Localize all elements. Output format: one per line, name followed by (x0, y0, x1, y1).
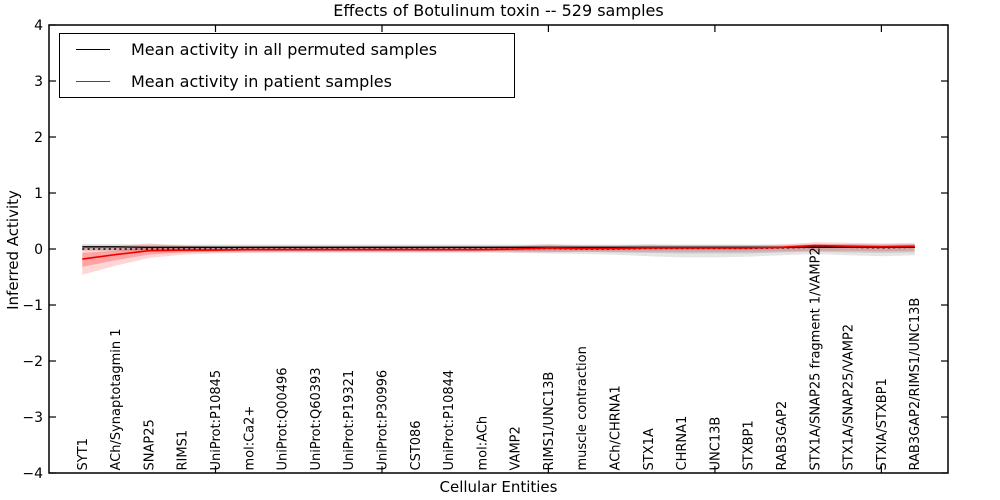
y-tick-label: 3 (34, 74, 43, 90)
y-tick-label: −3 (22, 410, 43, 426)
legend-label-patient: Mean activity in patient samples (131, 71, 392, 91)
x-tick-label: RIMS1/UNC13B (542, 372, 557, 471)
chart-title: Effects of Botulinum toxin -- 529 sample… (333, 1, 664, 20)
legend-item-patient: Mean activity in patient samples (60, 72, 514, 91)
x-tick-label: VAMP2 (509, 426, 524, 470)
legend-item-permuted: Mean activity in all permuted samples (60, 40, 514, 59)
x-tick-label: SNAP25 (142, 419, 157, 470)
x-tick-label: UniProt:Q00496 (276, 367, 291, 470)
x-tick-label: SYT1 (76, 438, 91, 470)
x-tick-label: UniProt:P10845 (209, 370, 224, 471)
y-tick-label: −2 (22, 354, 43, 370)
y-tick-label: −1 (22, 298, 43, 314)
patient-range-outer-band (82, 242, 915, 275)
y-tick-label: 4 (34, 18, 43, 34)
y-axis-label: Inferred Activity (4, 190, 22, 310)
y-tick-label: 2 (34, 130, 43, 146)
x-tick-label: UNC13B (708, 417, 723, 471)
x-tick-label: muscle contraction (575, 346, 590, 470)
y-tick-label: 1 (34, 186, 43, 202)
x-tick-label: UniProt:Q60393 (309, 367, 324, 470)
x-tick-label: UniProt:P10844 (442, 370, 457, 471)
x-tick-label: UniProt:P19321 (342, 370, 357, 471)
x-tick-label: STXBP1 (742, 420, 757, 470)
x-tick-label: STX1A (642, 428, 657, 470)
x-tick-label: UniProt:P30996 (376, 370, 391, 471)
x-tick-label: ACh/Synaptotagmin 1 (109, 328, 124, 470)
x-tick-label: CST086 (409, 420, 424, 470)
y-tick-label: −4 (22, 466, 43, 482)
x-tick-label: mol:Ca2+ (242, 406, 257, 471)
series-line-solid-red (82, 244, 915, 260)
legend: Mean activity in all permuted samples Me… (59, 33, 515, 98)
x-tick-label: STX1A/SNAP25/VAMP2 (842, 324, 857, 471)
x-tick-label: RAB3GAP2 (775, 401, 790, 471)
x-tick-label: mol:ACh (475, 416, 490, 471)
legend-label-permuted: Mean activity in all permuted samples (131, 40, 438, 60)
series-line-dotted-black (82, 246, 915, 250)
x-tick-label: RAB3GAP2/RIMS1/UNC13B (908, 298, 923, 471)
x-tick-label: STXIA/STXBP1 (875, 378, 890, 470)
x-tick-label: CHRNA1 (675, 416, 690, 471)
legend-line-sample-red (76, 80, 110, 82)
x-tick-label: ACh/CHRNA1 (609, 385, 624, 470)
x-tick-label: STX1A/SNAP25 fragment 1/VAMP2 (808, 247, 823, 470)
x-axis-label: Cellular Entities (439, 478, 558, 496)
x-tick-label: RIMS1 (176, 430, 191, 471)
y-tick-label: 0 (34, 242, 43, 258)
legend-line-sample-black (76, 49, 110, 51)
